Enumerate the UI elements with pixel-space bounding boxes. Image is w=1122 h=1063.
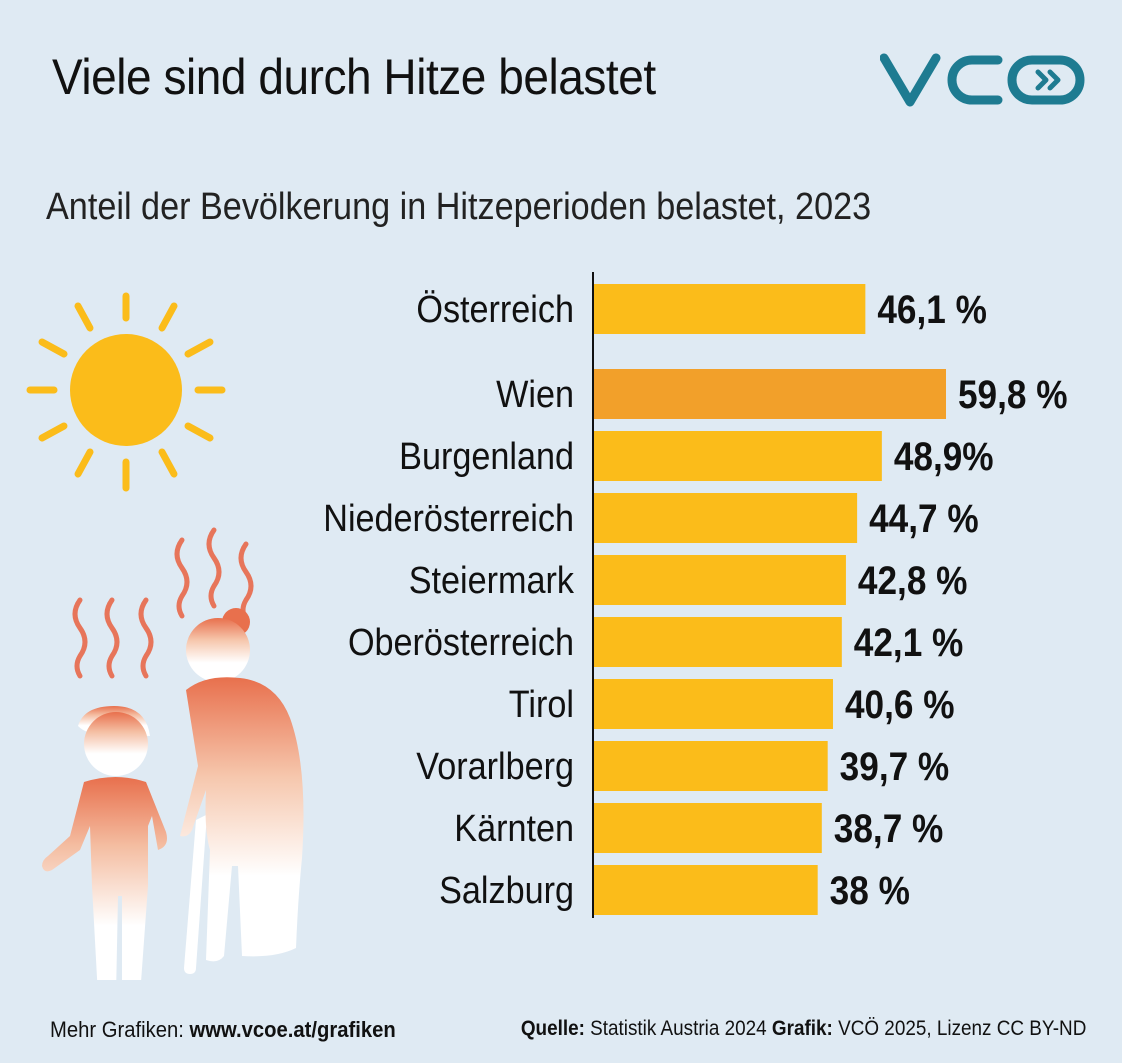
- value-label: 42,1 %: [854, 620, 964, 665]
- bar: [594, 741, 828, 791]
- category-label: Steiermark: [409, 558, 575, 601]
- bar: [594, 493, 858, 543]
- bar: [594, 284, 866, 334]
- value-label: 48,9%: [894, 434, 994, 479]
- child-icon: [42, 706, 167, 980]
- category-label: Niederösterreich: [323, 496, 574, 539]
- category-label: Vorarlberg: [416, 744, 574, 787]
- category-label: Tirol: [509, 682, 574, 725]
- category-label: Salzburg: [439, 868, 574, 911]
- bar: [594, 803, 822, 853]
- footer-source-value: Statistik Austria 2024: [589, 1017, 767, 1040]
- value-label: 38,7 %: [834, 806, 944, 851]
- bar: [594, 679, 833, 729]
- footer-source-label: Quelle:: [520, 1017, 585, 1040]
- sun-icon: [26, 292, 226, 492]
- heat-illustration: [26, 292, 304, 980]
- value-label: 38 %: [830, 868, 910, 913]
- value-label: 46,1 %: [877, 287, 987, 332]
- footer-source: Quelle: Statistik Austria 2024 Grafik: V…: [520, 1017, 1086, 1041]
- footer-more-link[interactable]: www.vcoe.at/grafiken: [189, 1017, 396, 1042]
- heat-wave-icon: [72, 527, 254, 679]
- bar: [594, 865, 818, 915]
- value-label: 42,8 %: [858, 558, 968, 603]
- category-label: Österreich: [416, 287, 574, 330]
- vco-logo: [880, 53, 1085, 107]
- chart-subtitle: Anteil der Bevölkerung in Hitzeperioden …: [46, 186, 872, 228]
- bar: [594, 555, 846, 605]
- footer-graphic-label: Grafik:: [771, 1017, 833, 1040]
- bar: [594, 369, 946, 419]
- footer-more: Mehr Grafiken: www.vcoe.at/grafiken: [50, 1017, 396, 1043]
- footer-graphic-value: VCÖ 2025, Lizenz CC BY-ND: [837, 1017, 1086, 1040]
- value-label: 39,7 %: [840, 744, 950, 789]
- category-label: Wien: [496, 372, 574, 415]
- elderly-woman-icon: [180, 608, 304, 974]
- category-label: Burgenland: [399, 434, 574, 477]
- value-label: 40,6 %: [845, 682, 955, 727]
- bar: [594, 431, 882, 481]
- footer-more-label: Mehr Grafiken:: [50, 1017, 184, 1042]
- value-label: 59,8 %: [958, 372, 1068, 417]
- bar: [594, 617, 842, 667]
- page-title: Viele sind durch Hitze belastet: [52, 49, 656, 105]
- category-label: Kärnten: [454, 806, 574, 849]
- category-label: Oberösterreich: [348, 620, 574, 663]
- value-label: 44,7 %: [869, 496, 979, 541]
